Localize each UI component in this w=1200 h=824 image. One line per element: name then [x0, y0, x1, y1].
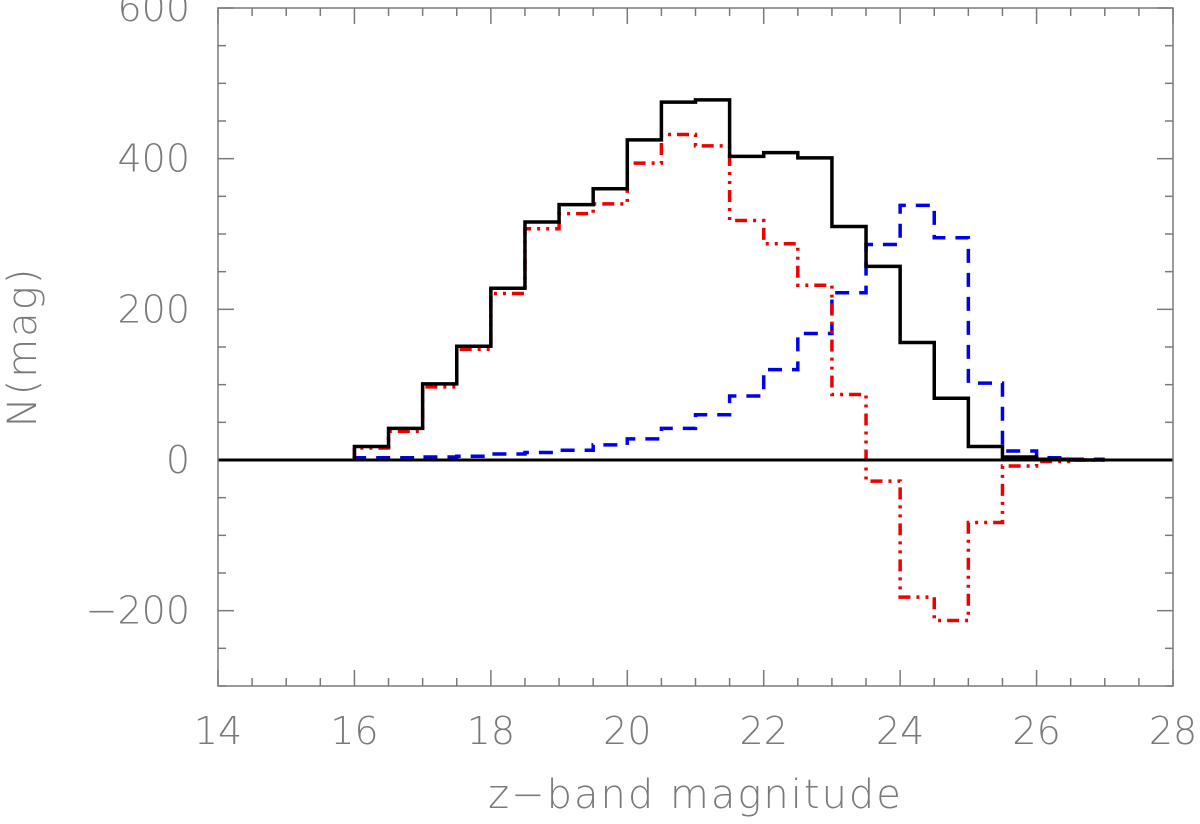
y-tick-label: 200	[117, 287, 190, 331]
series-dashed-line	[352, 203, 1105, 461]
x-tick-label: 16	[330, 709, 378, 753]
y-tick-label: 600	[117, 0, 190, 30]
plot-frame	[217, 7, 1174, 687]
y-tick-label: 400	[117, 137, 190, 181]
x-tick-label: 22	[740, 709, 788, 753]
axis-ticks	[217, 7, 1174, 687]
x-tick-label: 28	[1149, 709, 1197, 753]
series-layer	[352, 98, 1105, 623]
series-solid-line	[352, 98, 1105, 462]
y-tick-labels: −200 0 200 400 600	[86, 0, 190, 633]
x-tick-label: 18	[467, 709, 515, 753]
x-tick-label: 26	[1012, 709, 1060, 753]
y-tick-label: 0	[166, 438, 190, 482]
x-tick-labels: 14 16 18 20 22 24 26 28	[194, 709, 1197, 753]
x-tick-label: 14	[194, 709, 242, 753]
x-axis-title: z−band magnitude	[488, 772, 903, 818]
series-dash-dot-dot-line	[352, 132, 1105, 623]
x-tick-label: 24	[876, 709, 924, 753]
x-tick-label: 20	[603, 709, 651, 753]
y-tick-label: −200	[86, 589, 190, 633]
y-axis-title: N(mag)	[0, 267, 46, 428]
